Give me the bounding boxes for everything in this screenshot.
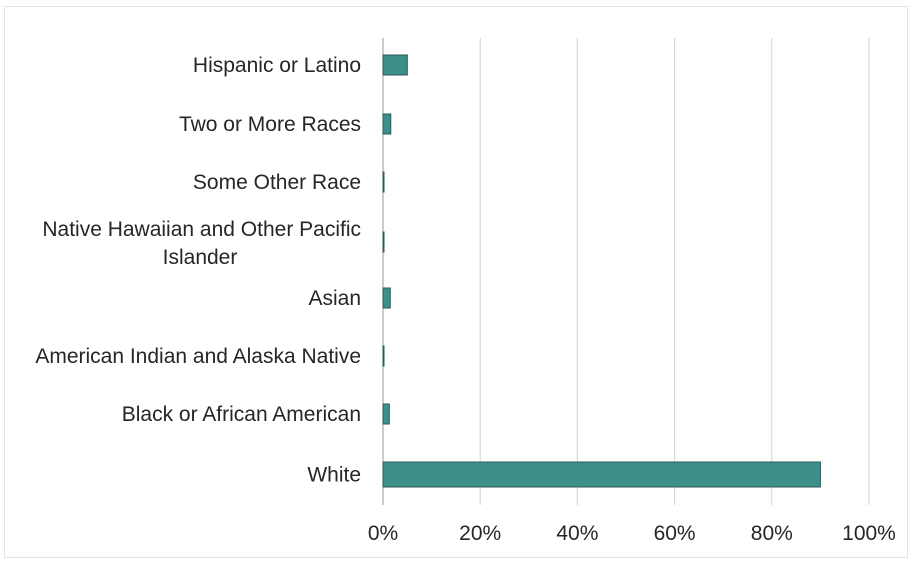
chart-frame: [4, 6, 908, 558]
x-axis-tick-labels: 0% 20% 40% 60% 80% 100%: [368, 522, 896, 545]
category-label: Some Other Race: [193, 171, 361, 194]
category-label: Native Hawaiian and Other Pacific: [42, 218, 361, 241]
x-tick-label: 60%: [654, 522, 696, 545]
gridlines: [382, 38, 870, 505]
category-label: American Indian and Alaska Native: [35, 345, 361, 368]
bar: [382, 54, 408, 76]
bar: [382, 461, 821, 488]
bar: [382, 113, 392, 135]
category-label: Asian: [308, 287, 361, 310]
x-tick-label: 0%: [368, 522, 398, 545]
category-label: White: [307, 464, 361, 487]
x-tick-label: 80%: [751, 522, 793, 545]
bars: [382, 54, 821, 488]
category-label-continued: Islander: [163, 246, 238, 269]
x-tick-label: 40%: [556, 522, 598, 545]
x-tick-label: 100%: [842, 522, 896, 545]
category-label: Two or More Races: [179, 113, 361, 136]
bar: [382, 345, 385, 367]
x-tick-label: 20%: [459, 522, 501, 545]
bar: [382, 231, 385, 253]
bar: [382, 287, 391, 309]
bar: [382, 403, 390, 425]
category-label: Hispanic or Latino: [193, 54, 361, 77]
category-labels: Hispanic or Latino Two or More Races Some …: [35, 54, 361, 487]
category-label: Black or African American: [122, 403, 361, 426]
bar: [382, 171, 385, 193]
